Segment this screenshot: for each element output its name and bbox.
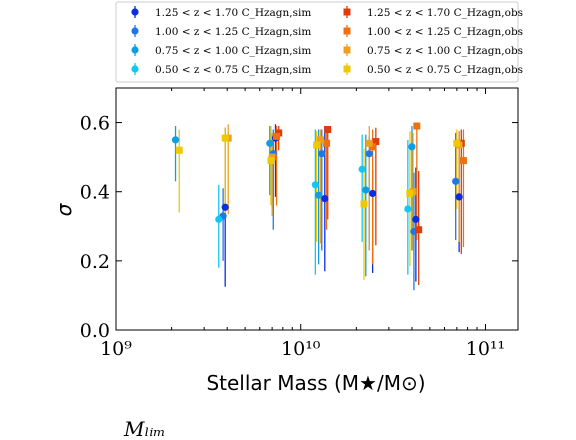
data-point-circle	[369, 189, 377, 198]
plot-frame	[115, 87, 519, 331]
data-point-circle	[266, 139, 274, 147]
legend: 1.25 < z < 1.70 C_Hzagn,sim 1.00 < z < 1.…	[115, 1, 523, 83]
x-tick-label: 10⁹	[100, 338, 132, 360]
data-point-square	[453, 139, 461, 147]
data-point-square	[360, 200, 368, 208]
data-point-circle	[221, 203, 229, 211]
data-point-square	[317, 136, 325, 144]
legend-marker-square	[343, 46, 351, 54]
legend-label: 1.00 < z < 1.25 C_Hzagn,sim	[155, 26, 311, 38]
data-point-square	[372, 138, 380, 146]
data-point-circle	[318, 150, 326, 158]
legend-label: 0.50 < z < 0.75 C_Hzagn,obs	[367, 64, 523, 76]
y-tick-label: 0.0	[80, 320, 110, 342]
x-axis-title: Stellar Mass (M★/M⊙)	[206, 371, 425, 395]
data-point-circle	[412, 215, 420, 223]
legend-box	[115, 1, 519, 83]
data-point-circle	[404, 205, 412, 213]
data-point-square	[406, 189, 414, 197]
x-tick-label: 10¹¹	[466, 338, 505, 360]
data-point-square	[323, 139, 331, 147]
legend-marker-square	[343, 27, 351, 35]
legend-marker-circle	[131, 8, 139, 16]
data-point-circle	[362, 186, 370, 194]
y-tick-label: 0.6	[80, 113, 110, 135]
data-point-circle	[321, 195, 329, 203]
legend-label: 0.75 < z < 1.00 C_Hzagn,obs	[367, 45, 523, 57]
legend-marker-circle	[131, 46, 139, 54]
data-point-square	[313, 141, 321, 149]
legend-marker-circle	[131, 27, 139, 35]
legend-label: 0.50 < z < 0.75 C_Hzagn,sim	[155, 64, 311, 76]
data-markers	[171, 122, 467, 236]
data-point-circle	[358, 165, 366, 173]
data-point-circle	[452, 177, 460, 185]
legend-label: 0.75 < z < 1.00 C_Hzagn,sim	[155, 45, 311, 57]
axis-ticks: 0.0 0.2 0.4 0.6 10⁹ 10¹⁰ 10¹¹	[80, 88, 518, 360]
data-point-circle	[315, 191, 323, 199]
footnote-mlim: Mₗᵢₘ	[123, 417, 166, 440]
data-point-circle	[311, 181, 319, 189]
data-point-square	[324, 125, 332, 133]
data-point-square	[415, 226, 423, 234]
data-point-circle	[408, 143, 416, 151]
legend-marker-square	[343, 8, 351, 16]
data-point-square	[273, 132, 281, 140]
legend-label: 1.25 < z < 1.70 C_Hzagn,obs	[367, 7, 523, 19]
data-point-square	[365, 139, 373, 147]
y-tick-label: 0.2	[80, 251, 110, 273]
data-point-circle	[171, 136, 180, 144]
data-point-circle	[455, 193, 463, 201]
data-point-square	[413, 122, 421, 130]
legend-label: 1.00 < z < 1.25 C_Hzagn,obs	[367, 26, 523, 38]
y-tick-label: 0.4	[80, 182, 110, 204]
y-axis-title: σ	[52, 202, 76, 216]
legend-marker-circle	[131, 65, 139, 73]
data-point-circle	[365, 150, 373, 158]
data-point-circle	[215, 215, 223, 223]
data-point-square	[175, 146, 183, 154]
data-point-square	[221, 134, 229, 142]
legend-marker-square	[343, 65, 351, 73]
x-tick-label: 10¹⁰	[281, 338, 321, 360]
data-point-square	[267, 157, 275, 165]
legend-label: 1.25 < z < 1.70 C_Hzagn,sim	[155, 7, 311, 19]
data-point-square	[459, 157, 467, 165]
